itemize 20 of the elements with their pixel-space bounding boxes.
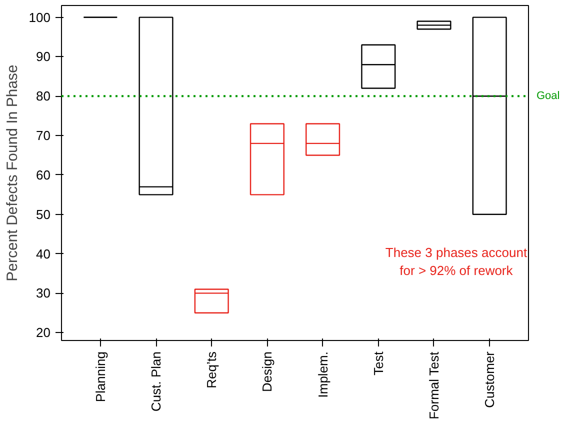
y-tick-label: 40 bbox=[36, 246, 51, 262]
annotation: These 3 phases account for > 92% of rework bbox=[385, 245, 528, 278]
y-tick-label: 20 bbox=[36, 325, 51, 340]
y-tick-label: 90 bbox=[36, 49, 51, 64]
y-tick-label: 50 bbox=[36, 206, 51, 222]
x-tick-label: Req’ts bbox=[204, 351, 220, 388]
x-tick-label: Design bbox=[260, 352, 275, 392]
x-tick-label: Test bbox=[370, 351, 386, 376]
y-tick-label: 70 bbox=[36, 128, 51, 144]
x-tick-label: Customer bbox=[482, 350, 498, 408]
x-tick-label: Formal Test bbox=[426, 351, 442, 420]
x-tick-label: Cust. Plan bbox=[148, 351, 164, 412]
y-tick-label: 30 bbox=[36, 286, 51, 301]
x-tick-label: Implem. bbox=[315, 351, 330, 398]
y-tick-label: 80 bbox=[36, 88, 51, 104]
x-tick-label: Planning bbox=[92, 351, 108, 402]
y-tick-label: 100 bbox=[28, 10, 51, 25]
ref-line-label: Goal bbox=[536, 90, 560, 102]
y-tick-label: 60 bbox=[36, 167, 51, 182]
y-axis-title: Percent Defects Found In Phase bbox=[4, 64, 21, 282]
